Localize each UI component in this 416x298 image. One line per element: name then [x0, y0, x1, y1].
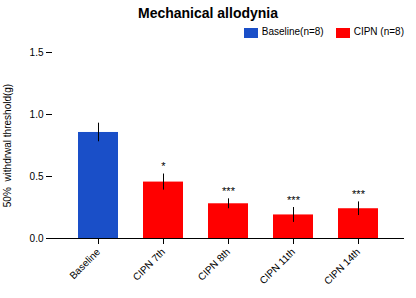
- svg-text:***: ***: [222, 185, 236, 197]
- svg-text:50% withdrwal threshold(g): 50% withdrwal threshold(g): [2, 84, 13, 207]
- html-text:Baseline(n=8): Baseline(n=8): [261, 26, 324, 38]
- svg-text:CIPN 14th: CIPN 14th: [322, 246, 362, 286]
- svg-text:0.0: 0.0: [30, 233, 44, 244]
- html-text:Mechanical allodynia: Mechanical allodynia: [138, 5, 278, 21]
- svg-text:*: *: [161, 160, 166, 172]
- html-text:CIPN (n=8): CIPN (n=8): [353, 26, 404, 38]
- svg-text:CIPN 7th: CIPN 7th: [131, 246, 167, 282]
- svg-text:1.5: 1.5: [30, 47, 44, 58]
- svg-text:***: ***: [352, 188, 366, 200]
- svg-text:Baseline: Baseline: [67, 246, 102, 281]
- svg-text:1.0: 1.0: [30, 109, 44, 120]
- svg-text:CIPN 11th: CIPN 11th: [257, 246, 297, 286]
- svg-text:***: ***: [287, 194, 301, 206]
- svg-text:CIPN 8th: CIPN 8th: [196, 246, 232, 282]
- svg-text:0.5: 0.5: [30, 171, 44, 182]
